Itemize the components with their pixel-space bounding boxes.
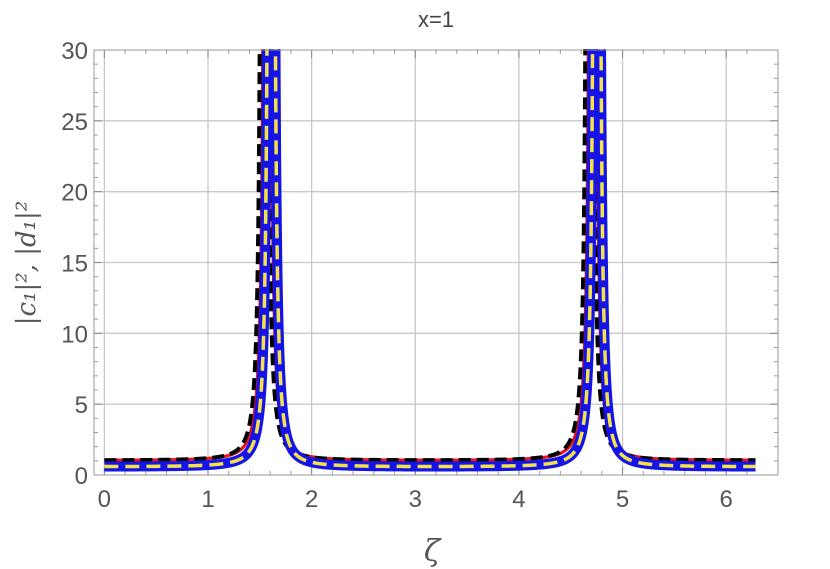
x-tick-label: 5 xyxy=(616,486,629,513)
y-tick-label: 20 xyxy=(61,180,88,207)
grid-lines xyxy=(94,50,778,475)
x-tick-label: 2 xyxy=(305,486,318,513)
series-yellow-dashed xyxy=(102,49,758,469)
x-tick-label: 4 xyxy=(512,486,525,513)
chart-title: x=1 xyxy=(418,7,454,32)
y-tick-label: 10 xyxy=(61,321,88,348)
series-blue-thick xyxy=(99,49,761,472)
x-tick-label: 6 xyxy=(720,486,733,513)
y-tick-label: 5 xyxy=(75,392,88,419)
x-axis-label: ζ xyxy=(424,534,442,569)
y-tick-label: 15 xyxy=(61,251,88,278)
x-tick-label: 3 xyxy=(409,486,422,513)
y-tick-labels: 0 5 10 15 20 25 30 xyxy=(61,38,88,490)
series-black-dashed xyxy=(102,49,758,463)
x-tick-label: 1 xyxy=(201,486,214,513)
series-layer xyxy=(99,49,761,472)
y-tick-label: 25 xyxy=(61,109,88,136)
x-tick-labels: 0 1 2 3 4 5 6 xyxy=(98,486,733,513)
y-tick-label: 0 xyxy=(75,463,88,490)
plot-frame xyxy=(93,49,779,476)
y-tick-label: 30 xyxy=(61,38,88,65)
y-axis-label: |c₁|², |d₁|² xyxy=(12,201,42,325)
series-red-solid xyxy=(102,49,757,462)
x-tick-label: 0 xyxy=(98,486,111,513)
